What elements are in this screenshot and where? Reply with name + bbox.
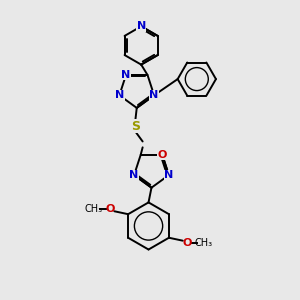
Text: N: N [130, 170, 139, 180]
Text: CH₃: CH₃ [85, 204, 103, 214]
Text: O: O [158, 150, 167, 160]
Text: N: N [136, 21, 146, 31]
Text: S: S [131, 120, 140, 133]
Text: N: N [115, 90, 124, 100]
Text: N: N [149, 90, 159, 100]
Text: O: O [105, 204, 115, 214]
Text: N: N [164, 170, 173, 180]
Text: O: O [182, 238, 192, 248]
Text: N: N [122, 70, 130, 80]
Text: CH₃: CH₃ [194, 238, 212, 248]
